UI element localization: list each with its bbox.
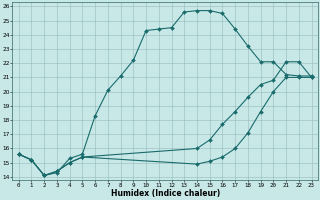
X-axis label: Humidex (Indice chaleur): Humidex (Indice chaleur) [110, 189, 220, 198]
